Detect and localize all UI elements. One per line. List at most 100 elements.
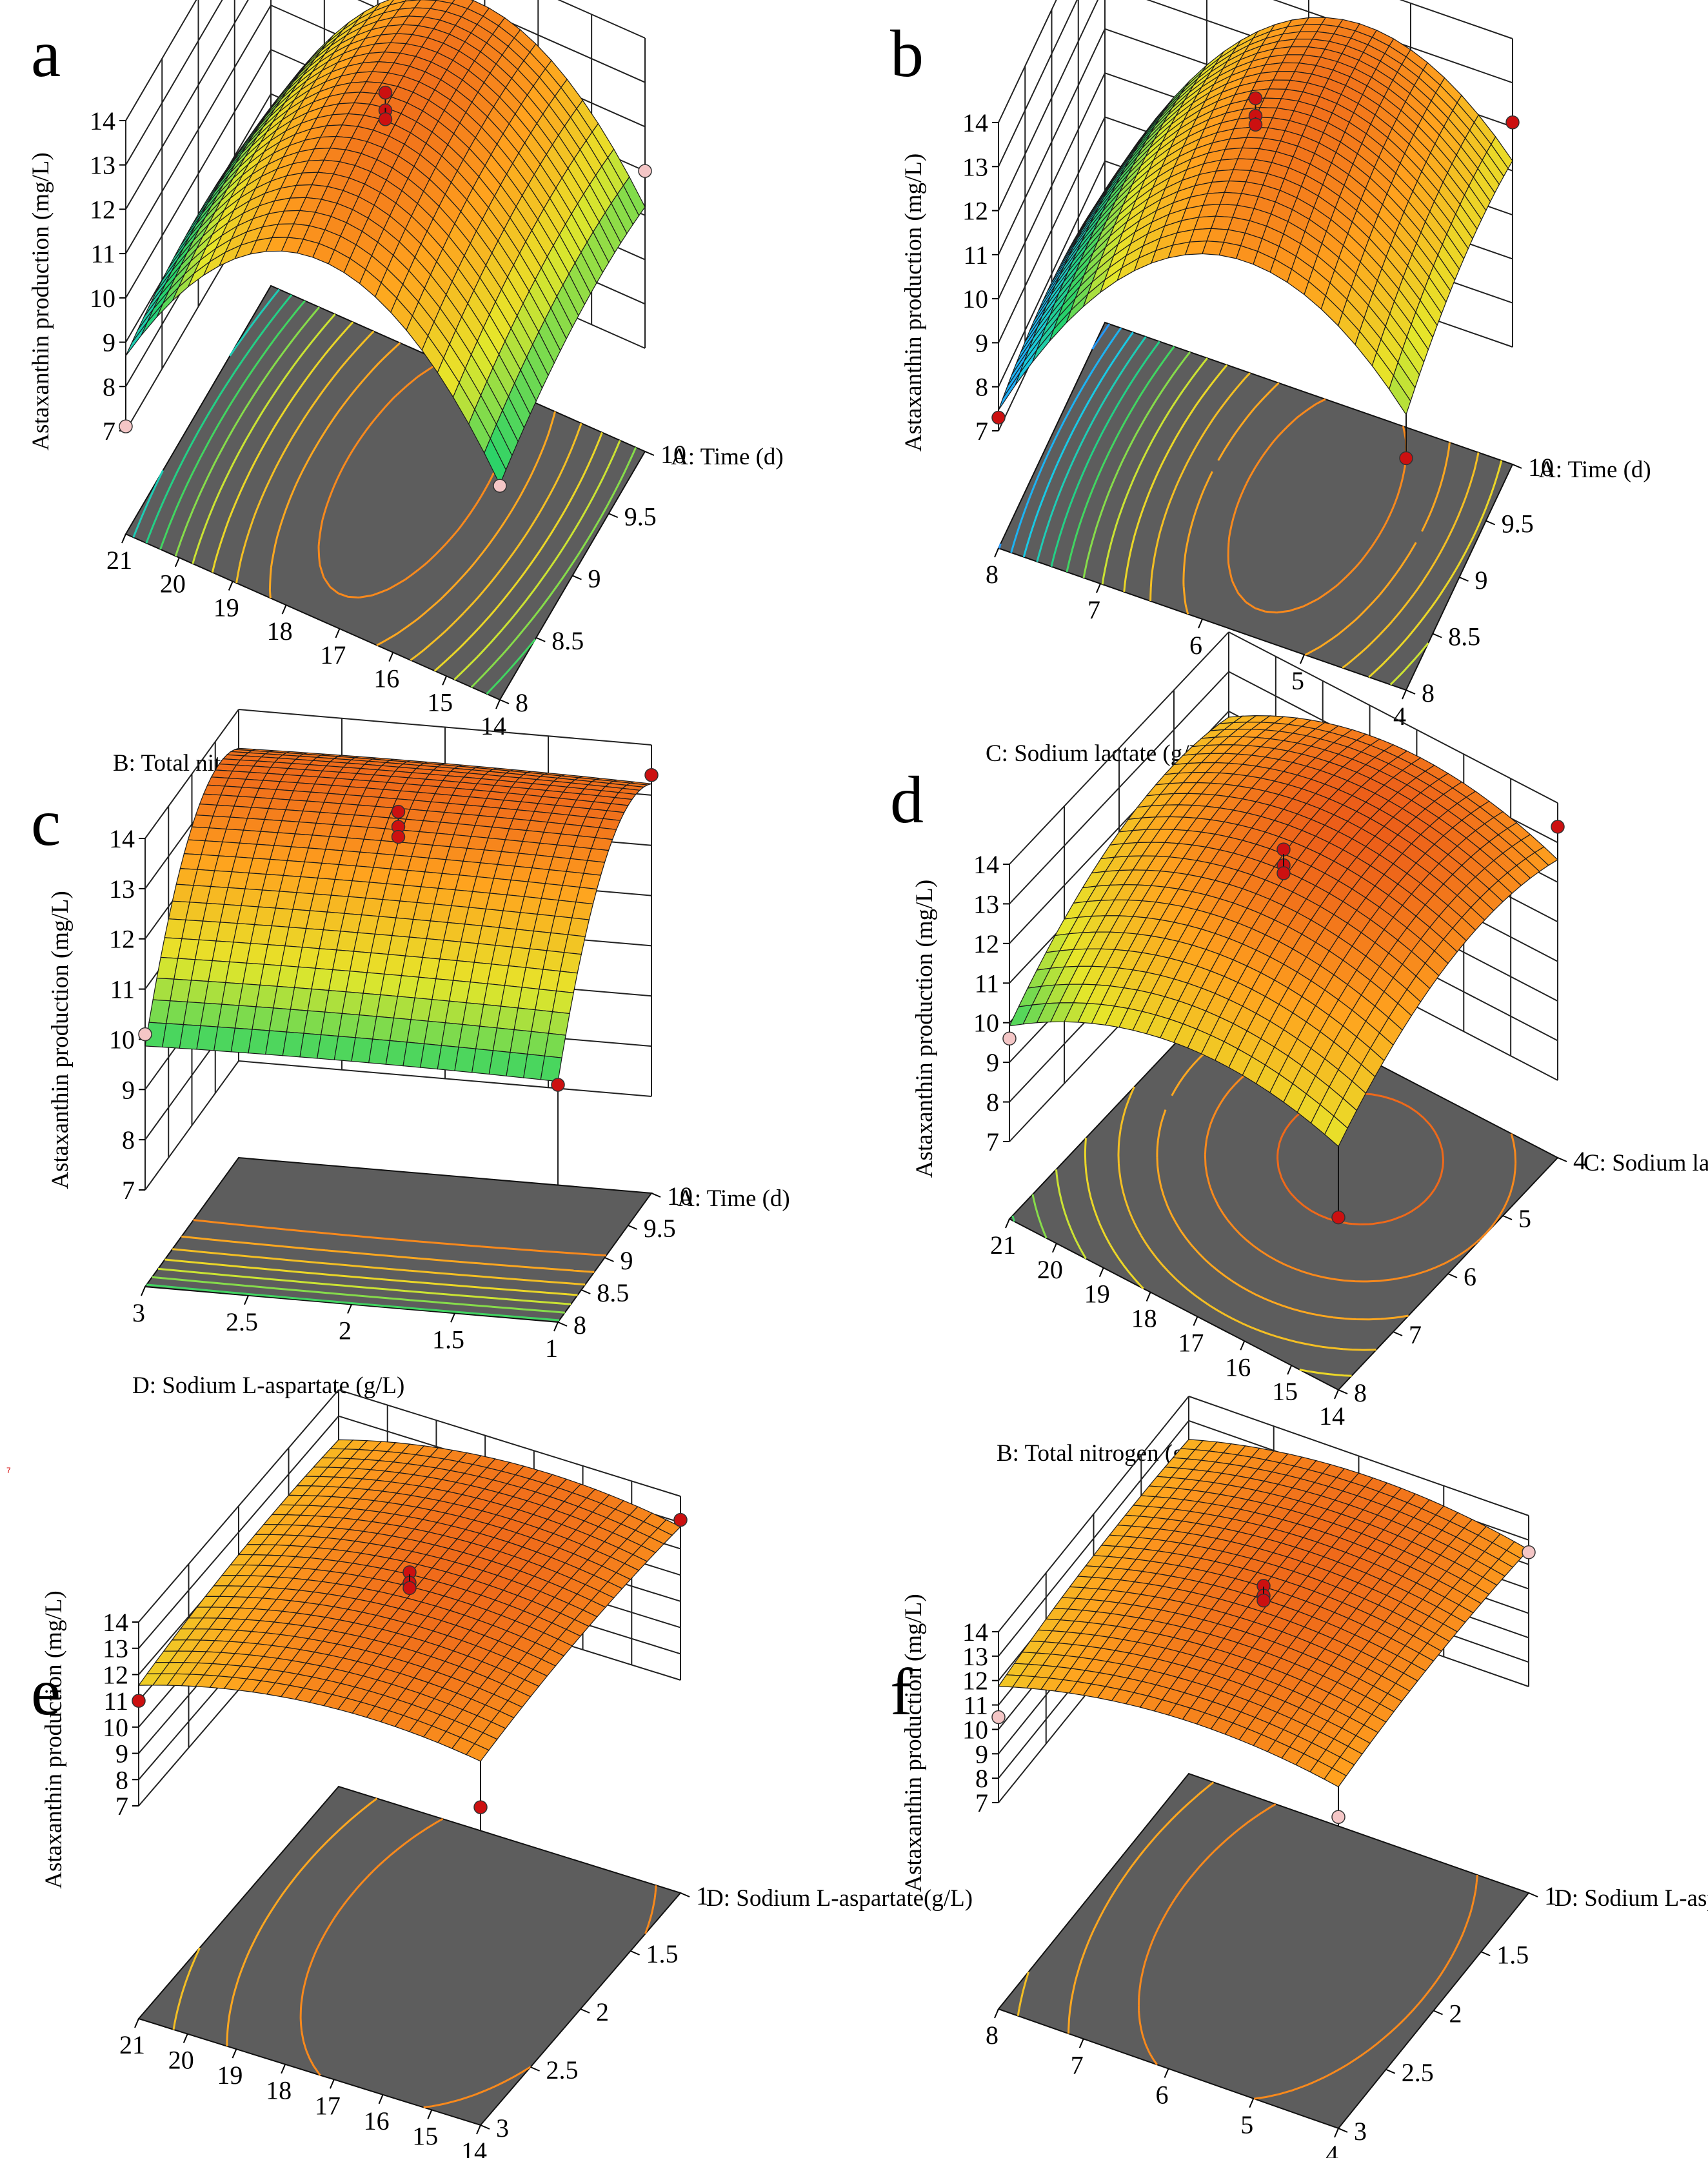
x-tick-label: 3 [1354,2117,1367,2146]
y-tick-mark [388,652,394,662]
z-tick-label: 8 [122,1125,135,1154]
x-tick-label: 8 [1422,678,1435,708]
x-tick-label: 4 [1573,1146,1586,1175]
design-point [132,1694,146,1708]
z-tick-label: 11 [110,975,135,1004]
z-tick-label: 9 [115,1739,128,1768]
y-tick-mark [1078,2038,1084,2048]
x-tick-mark [480,2124,490,2130]
z-tick-label: 7 [103,417,115,446]
contour-line [1010,327,1122,553]
response-surface [1008,715,1558,1147]
y-tick-label: 14 [461,2137,487,2158]
z-tick-label: 7 [986,1127,999,1156]
z-tick-label: 9 [986,1048,999,1077]
y-tick-mark [141,1286,146,1296]
x-tick-label: 2.5 [546,2055,579,2084]
design-point [1331,1810,1346,1824]
y-tick-label: 18 [266,2076,292,2105]
x-tick-label: 9 [588,564,601,593]
y-tick-mark [442,675,448,686]
z-tick-label: 14 [962,108,988,137]
y-tick-mark [1334,2128,1339,2138]
contour-line [146,1283,560,1322]
z-axis-label: Astaxanthin production (mg/L) [47,891,74,1189]
x-tick-mark [1385,2068,1396,2074]
y-tick-mark [281,604,287,615]
y-tick-mark [1005,1218,1010,1229]
x-tick-label: 2 [1449,1999,1462,2028]
x-tick-mark [630,1950,640,1955]
design-point [378,112,393,126]
x-tick-mark [499,699,510,704]
x-tick-label: 10 [660,440,686,469]
y-tick-label: 17 [315,2091,341,2120]
y-tick-label: 6 [1156,2081,1169,2110]
contour-line [181,1235,595,1273]
contour-line [192,313,621,680]
z-tick-label: 12 [962,197,988,226]
panel-letter-a: a [31,17,61,91]
x-tick-mark [535,637,546,642]
design-point [391,804,406,819]
y-tick-mark [1334,1389,1339,1400]
x-tick-label: 6 [1464,1262,1476,1291]
y-tick-label: 16 [364,2106,390,2135]
contour-line [172,1248,586,1286]
x-tick-mark [604,1257,614,1262]
contour-line [164,1258,578,1296]
y-tick-mark [1402,689,1407,700]
contour-line [1149,372,1480,669]
panel-e: e 32.521.5114151617181920217891011121314… [31,1389,973,2158]
y-tick-mark [228,581,233,591]
z-tick-label: 14 [962,1618,988,1647]
y-tick-label: 20 [1037,1255,1063,1284]
design-point [1248,117,1263,132]
z-tick-label: 12 [103,1660,128,1689]
design-point [1002,1031,1017,1046]
y-tick-mark [1051,1243,1057,1253]
contour-line [159,300,536,695]
y-tick-mark [1198,619,1203,629]
z-axis-label: Astaxanthin production (mg/L) [900,1594,927,1892]
y-tick-label: 17 [320,640,346,669]
y-tick-label: 1 [545,1334,558,1363]
response-surface [998,17,1513,416]
y-tick-label: 2 [339,1316,352,1345]
z-tick-label: 14 [90,106,115,135]
response-surface [144,747,652,1082]
y-tick-label: 16 [1225,1352,1251,1381]
x-tick-label: 2 [596,1997,609,2026]
x-tick-mark [628,1225,638,1230]
contour-floor [124,284,646,701]
x-tick-label: 9 [621,1246,633,1275]
z-tick-label: 8 [986,1088,999,1117]
z-tick-label: 13 [973,889,999,918]
contour-line [1182,382,1451,656]
y-tick-mark [1098,1267,1104,1278]
y-tick-mark [476,2124,481,2135]
design-point [1248,91,1263,106]
panel-letter-c: c [31,786,61,860]
design-point [991,410,1006,425]
wall-grid-line [557,0,646,39]
z-tick-label: 10 [90,284,115,313]
x-tick-mark [580,2008,590,2014]
y-tick-label: 8 [986,2021,998,2050]
z-tick-label: 13 [90,151,115,180]
surface-cell [551,990,574,1015]
design-point [1276,866,1291,880]
x-tick-label: 10 [667,1182,693,1211]
x-tick-label: 8 [515,688,528,717]
y-tick-mark [450,1312,455,1323]
z-tick-label: 7 [115,1792,128,1821]
x-tick-label: 8 [1354,1378,1367,1407]
surface-cell [125,321,148,357]
panel-b: b 8 8.5 9 9.5 10 4 5 6 7 8 7 8 9 10 11 12 13 14 A: Time (d… [890,0,1651,767]
x-tick-label: 9.5 [644,1214,676,1243]
y-tick-label: 8 [986,560,998,589]
z-tick-label: 14 [109,824,135,853]
y-tick-mark [1287,1365,1293,1375]
design-point [644,767,659,782]
